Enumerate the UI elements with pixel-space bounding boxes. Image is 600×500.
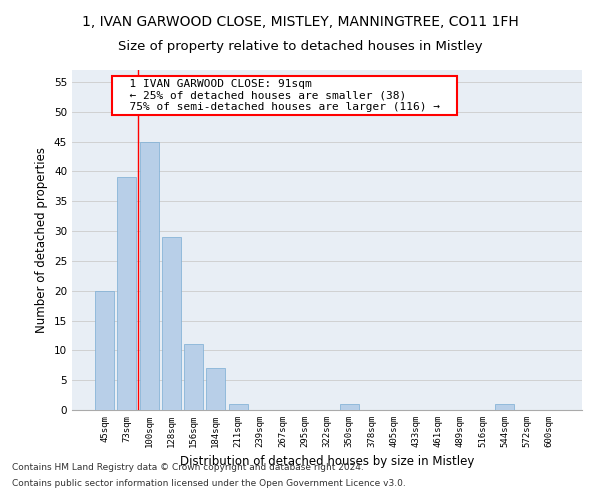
- Y-axis label: Number of detached properties: Number of detached properties: [35, 147, 49, 333]
- Bar: [496, 404, 514, 410]
- Bar: [118, 178, 136, 410]
- Text: 1 IVAN GARWOOD CLOSE: 91sqm  
  ← 25% of detached houses are smaller (38)  
  75: 1 IVAN GARWOOD CLOSE: 91sqm ← 25% of det…: [116, 79, 453, 112]
- Bar: [340, 404, 359, 410]
- Text: Size of property relative to detached houses in Mistley: Size of property relative to detached ho…: [118, 40, 482, 53]
- Bar: [184, 344, 203, 410]
- Bar: [229, 404, 248, 410]
- Bar: [162, 237, 181, 410]
- Text: Contains public sector information licensed under the Open Government Licence v3: Contains public sector information licen…: [12, 478, 406, 488]
- Bar: [140, 142, 158, 410]
- Text: Contains HM Land Registry data © Crown copyright and database right 2024.: Contains HM Land Registry data © Crown c…: [12, 464, 364, 472]
- Bar: [95, 290, 114, 410]
- Text: 1, IVAN GARWOOD CLOSE, MISTLEY, MANNINGTREE, CO11 1FH: 1, IVAN GARWOOD CLOSE, MISTLEY, MANNINGT…: [82, 15, 518, 29]
- Bar: [206, 368, 225, 410]
- X-axis label: Distribution of detached houses by size in Mistley: Distribution of detached houses by size …: [180, 456, 474, 468]
